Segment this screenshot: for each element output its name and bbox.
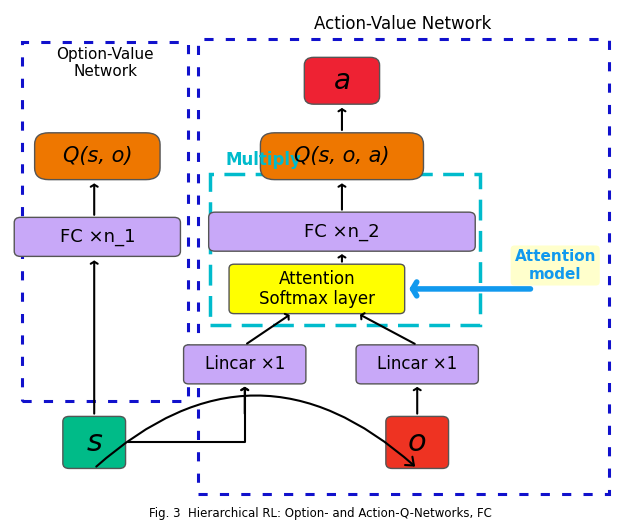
FancyBboxPatch shape <box>305 57 380 104</box>
Text: s: s <box>86 428 102 457</box>
Text: o: o <box>408 428 426 457</box>
FancyBboxPatch shape <box>209 212 476 251</box>
FancyBboxPatch shape <box>14 217 180 256</box>
Text: FC ×n_2: FC ×n_2 <box>304 222 380 241</box>
Text: Action-Value Network: Action-Value Network <box>314 15 492 33</box>
FancyBboxPatch shape <box>229 264 404 314</box>
Text: Attention
Softmax layer: Attention Softmax layer <box>259 270 375 309</box>
FancyBboxPatch shape <box>35 133 160 179</box>
Text: Lincar ×1: Lincar ×1 <box>205 355 285 373</box>
Text: Lincar ×1: Lincar ×1 <box>377 355 458 373</box>
Text: Q(s, o): Q(s, o) <box>63 146 132 166</box>
FancyBboxPatch shape <box>184 345 306 384</box>
Text: Multiply: Multiply <box>226 151 302 169</box>
Text: Option-Value
Network: Option-Value Network <box>56 47 154 79</box>
FancyBboxPatch shape <box>356 345 478 384</box>
Bar <box>198 39 609 494</box>
Text: Attention
model: Attention model <box>515 249 596 282</box>
Text: FC ×n_1: FC ×n_1 <box>60 228 135 246</box>
FancyArrowPatch shape <box>96 396 414 467</box>
FancyBboxPatch shape <box>260 133 424 179</box>
Bar <box>211 175 480 326</box>
FancyBboxPatch shape <box>386 416 449 468</box>
Text: Fig. 3  Hierarchical RL: Option- and Action-Q-Networks, FC: Fig. 3 Hierarchical RL: Option- and Acti… <box>148 508 492 520</box>
FancyBboxPatch shape <box>63 416 125 468</box>
Bar <box>22 42 188 401</box>
Text: a: a <box>333 67 351 95</box>
Text: Q(s, o, a): Q(s, o, a) <box>294 146 390 166</box>
